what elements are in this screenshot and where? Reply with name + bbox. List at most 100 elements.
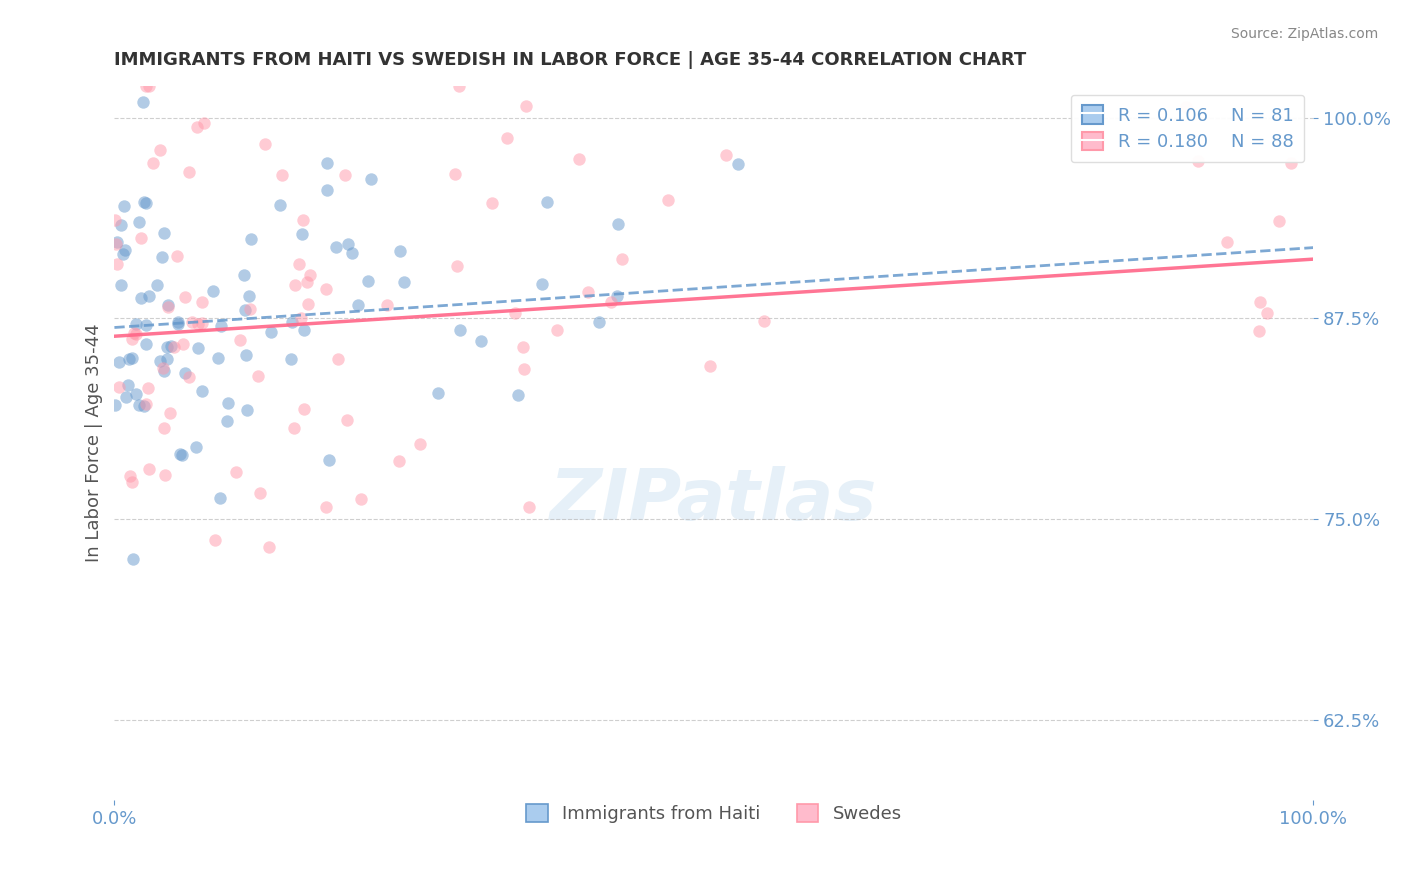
Immigrants from Haiti [167, 317, 190, 331]
Swedes [229, 333, 252, 347]
Immigrants from Haiti [238, 289, 260, 303]
Immigrants from Haiti [588, 315, 610, 329]
Immigrants from Haiti [606, 288, 628, 302]
Immigrants from Haiti [108, 355, 131, 369]
Immigrants from Haiti [160, 339, 183, 353]
Swedes [149, 143, 172, 157]
Swedes [350, 491, 373, 506]
Swedes [495, 131, 517, 145]
Immigrants from Haiti [506, 388, 529, 402]
Swedes [104, 213, 127, 227]
Immigrants from Haiti [125, 318, 148, 332]
Swedes [166, 249, 188, 263]
Swedes [292, 402, 315, 417]
Swedes [120, 468, 142, 483]
Swedes [225, 465, 247, 479]
Immigrants from Haiti [122, 552, 145, 566]
Swedes [174, 289, 197, 303]
Swedes [180, 315, 202, 329]
Swedes [752, 314, 775, 328]
Immigrants from Haiti [174, 366, 197, 380]
Swedes [152, 361, 174, 376]
Immigrants from Haiti [201, 284, 224, 298]
Immigrants from Haiti [135, 318, 157, 332]
Legend: Immigrants from Haiti, Swedes: Immigrants from Haiti, Swedes [515, 793, 912, 834]
Immigrants from Haiti [135, 337, 157, 351]
Swedes [512, 340, 534, 354]
Immigrants from Haiti [215, 414, 238, 428]
Swedes [576, 285, 599, 299]
Immigrants from Haiti [118, 351, 141, 366]
Immigrants from Haiti [280, 352, 302, 367]
Immigrants from Haiti [114, 243, 136, 257]
Swedes [186, 120, 208, 134]
Immigrants from Haiti [325, 240, 347, 254]
Swedes [1249, 294, 1271, 309]
Immigrants from Haiti [153, 226, 176, 240]
Immigrants from Haiti [135, 196, 157, 211]
Immigrants from Haiti [449, 323, 471, 337]
Immigrants from Haiti [217, 396, 239, 410]
Swedes [135, 78, 157, 93]
Swedes [443, 167, 465, 181]
Immigrants from Haiti [531, 277, 554, 291]
Swedes [375, 297, 398, 311]
Swedes [1187, 154, 1209, 169]
Swedes [299, 268, 322, 282]
Immigrants from Haiti [607, 217, 630, 231]
Swedes [179, 165, 201, 179]
Swedes [177, 370, 200, 384]
Swedes [122, 326, 145, 341]
Swedes [142, 156, 165, 170]
Swedes [714, 148, 737, 162]
Immigrants from Haiti [235, 348, 257, 362]
Swedes [239, 302, 262, 317]
Swedes [153, 467, 176, 482]
Immigrants from Haiti [191, 384, 214, 398]
Immigrants from Haiti [125, 387, 148, 401]
Swedes [546, 323, 568, 337]
Immigrants from Haiti [315, 156, 337, 170]
Immigrants from Haiti [427, 386, 450, 401]
Swedes [125, 326, 148, 341]
Swedes [153, 420, 176, 434]
Swedes [105, 258, 128, 272]
Swedes [246, 369, 269, 384]
Swedes [599, 294, 621, 309]
Swedes [284, 278, 307, 293]
Swedes [297, 297, 319, 311]
Swedes [157, 300, 180, 314]
Immigrants from Haiti [117, 377, 139, 392]
Swedes [515, 99, 537, 113]
Immigrants from Haiti [389, 244, 412, 259]
Swedes [328, 351, 350, 366]
Immigrants from Haiti [104, 398, 127, 412]
Swedes [159, 407, 181, 421]
Immigrants from Haiti [269, 197, 291, 211]
Immigrants from Haiti [340, 245, 363, 260]
Swedes [315, 500, 337, 515]
Immigrants from Haiti [392, 275, 415, 289]
Immigrants from Haiti [110, 278, 132, 293]
Swedes [105, 237, 128, 252]
Immigrants from Haiti [128, 215, 150, 229]
Swedes [172, 336, 194, 351]
Immigrants from Haiti [138, 288, 160, 302]
Swedes [187, 317, 209, 331]
Swedes [512, 362, 534, 376]
Immigrants from Haiti [280, 315, 302, 329]
Immigrants from Haiti [316, 183, 339, 197]
Y-axis label: In Labor Force | Age 35-44: In Labor Force | Age 35-44 [86, 324, 103, 562]
Swedes [446, 259, 468, 273]
Immigrants from Haiti [291, 227, 314, 241]
Swedes [517, 500, 540, 515]
Immigrants from Haiti [209, 318, 232, 333]
Swedes [288, 256, 311, 270]
Swedes [257, 540, 280, 554]
Swedes [1215, 235, 1237, 249]
Immigrants from Haiti [110, 219, 132, 233]
Immigrants from Haiti [346, 297, 368, 311]
Swedes [292, 212, 315, 227]
Immigrants from Haiti [170, 449, 193, 463]
Swedes [568, 152, 591, 166]
